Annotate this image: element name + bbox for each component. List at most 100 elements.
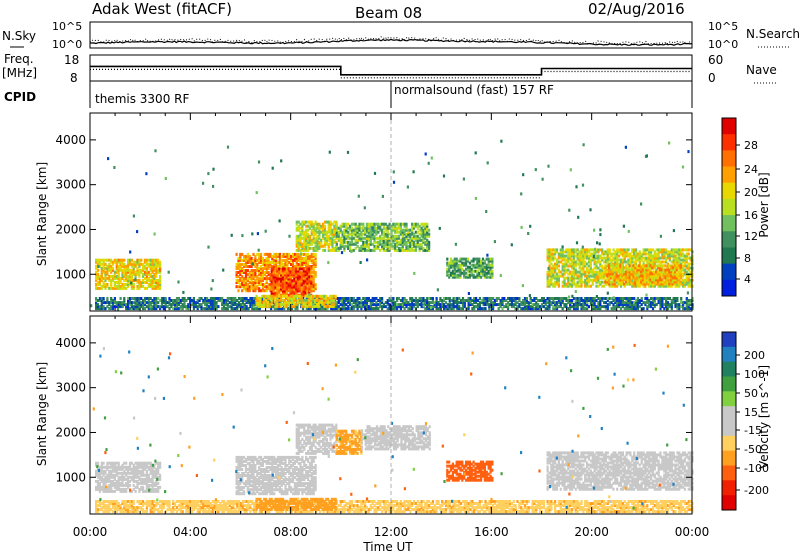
heatmap-cell xyxy=(420,238,423,242)
heatmap-cell xyxy=(164,299,167,302)
heatmap-cell xyxy=(386,242,389,246)
heatmap-cell xyxy=(629,258,632,262)
heatmap-cell xyxy=(576,284,579,288)
heatmap-cell xyxy=(616,280,619,284)
heatmap-cell xyxy=(305,240,308,244)
heatmap-cell xyxy=(278,252,281,256)
heatmap-cell xyxy=(657,258,660,262)
heatmap-cell xyxy=(563,268,566,272)
heatmap-cell xyxy=(685,266,688,270)
heatmap-cell xyxy=(472,263,475,267)
heatmap-cell xyxy=(312,285,315,289)
heatmap-cell xyxy=(574,276,577,280)
heatmap-cell xyxy=(295,228,298,232)
heatmap-cell xyxy=(96,258,100,262)
heatmap-cell xyxy=(301,230,304,234)
heatmap-cell xyxy=(411,222,414,226)
freq-unit: [MHz] xyxy=(2,66,37,80)
heatmap-cell xyxy=(354,240,357,244)
heatmap-cell xyxy=(625,250,628,254)
heatmap-cell xyxy=(155,274,158,278)
heatmap-cell xyxy=(314,273,317,277)
heatmap-cell xyxy=(98,262,101,266)
heatmap-cell xyxy=(235,285,238,289)
heatmap-cell xyxy=(450,303,453,307)
heatmap-cell xyxy=(659,297,662,300)
heatmap-cell xyxy=(512,297,515,300)
heatmap-cell xyxy=(375,236,378,240)
heatmap-cell xyxy=(623,258,626,262)
heatmap-cell xyxy=(365,297,369,300)
heatmap-cell xyxy=(153,264,156,268)
heatmap-cell xyxy=(106,272,109,276)
heatmap-cell xyxy=(295,269,298,273)
heatmap-cell xyxy=(613,280,616,284)
heatmap-cell xyxy=(352,305,355,309)
heatmap-cell xyxy=(597,256,600,260)
heatmap-cell xyxy=(339,236,342,240)
heatmap-cell xyxy=(196,299,199,302)
heatmap-cell xyxy=(381,305,384,309)
heatmap-cell xyxy=(574,299,577,302)
heatmap-cell xyxy=(388,297,391,300)
heatmap-cell xyxy=(147,278,150,282)
heatmap-cell xyxy=(243,258,246,262)
heatmap-cell xyxy=(246,254,249,258)
heatmap-cell xyxy=(382,230,385,234)
heatmap-cell xyxy=(411,226,414,230)
heatmap-cell xyxy=(650,260,653,264)
heatmap-cell xyxy=(318,242,321,246)
heatmap-cell xyxy=(333,228,336,232)
heatmap-cell xyxy=(422,238,425,242)
heatmap-cell xyxy=(259,273,263,277)
heatmap-cell xyxy=(531,305,534,309)
heatmap-cell xyxy=(428,246,431,250)
heatmap-cell xyxy=(671,280,675,284)
heatmap-cell xyxy=(664,272,667,276)
heatmap-cell xyxy=(642,272,645,276)
heatmap-cell xyxy=(153,272,156,276)
heatmap-cell xyxy=(367,299,370,302)
heatmap-cell xyxy=(617,282,620,286)
heatmap-cell xyxy=(687,252,690,256)
heatmap-cell xyxy=(276,254,280,258)
heatmap-cell xyxy=(679,270,682,274)
heatmap-cell xyxy=(217,305,220,309)
heatmap-cell xyxy=(343,238,346,242)
heatmap-cell xyxy=(252,285,255,289)
heatmap-cell xyxy=(480,269,483,273)
heatmap-cell xyxy=(307,220,310,224)
heatmap-cell xyxy=(278,269,281,273)
heatmap-cell xyxy=(414,222,417,226)
heatmap-cell xyxy=(687,266,690,270)
heatmap-cell xyxy=(371,248,374,252)
heatmap-cell xyxy=(587,280,591,284)
heatmap-cell xyxy=(358,224,361,228)
heatmap-cell xyxy=(565,303,568,307)
heatmap-cell xyxy=(610,268,613,272)
heatmap-cell xyxy=(362,244,365,248)
heatmap-cell xyxy=(311,301,314,305)
heatmap-cell xyxy=(110,274,113,278)
heatmap-cell xyxy=(606,282,609,286)
heatmap-cell xyxy=(272,267,275,271)
heatmap-cell xyxy=(272,273,275,277)
heatmap-cell xyxy=(439,297,442,300)
heatmap-cell xyxy=(631,305,634,309)
heatmap-cell xyxy=(293,271,296,275)
heatmap-cell xyxy=(153,307,156,311)
heatmap-cell xyxy=(625,252,628,256)
heatmap-cell xyxy=(254,271,257,274)
heatmap-cell xyxy=(621,260,624,264)
heatmap-cell xyxy=(611,274,614,278)
heatmap-cell xyxy=(138,286,141,290)
heatmap-cell xyxy=(523,303,527,307)
heatmap-cell xyxy=(310,224,313,228)
heatmap-cell xyxy=(651,270,655,274)
heatmap-cell xyxy=(224,303,227,307)
heatmap-cell xyxy=(373,246,376,250)
heatmap-cell xyxy=(308,254,312,258)
heatmap-cell xyxy=(507,307,510,311)
heatmap-cell xyxy=(142,266,145,270)
heatmap-cell xyxy=(597,301,600,305)
